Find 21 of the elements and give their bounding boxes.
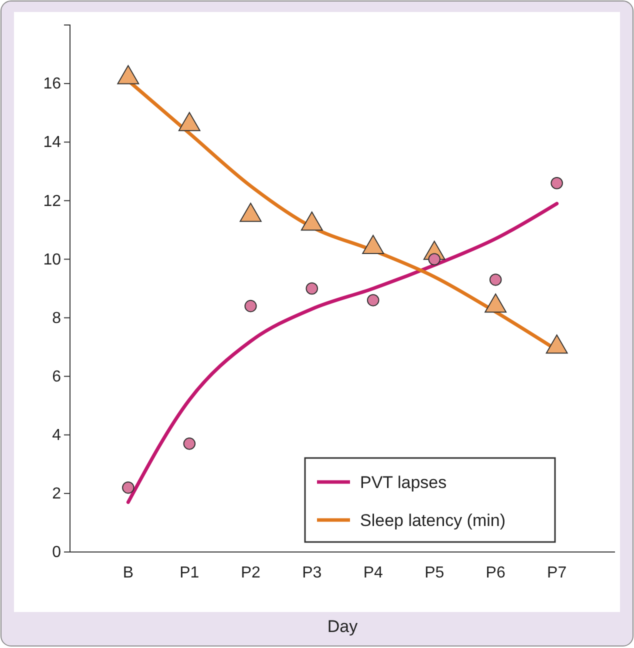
- x-tick-label: P5: [424, 564, 444, 582]
- x-tick-label: P1: [180, 564, 200, 582]
- x-tick-label: B: [122, 564, 134, 582]
- x-tick-label: P2: [240, 564, 261, 582]
- x-axis-title: Day: [327, 617, 358, 636]
- x-tick-label: P4: [363, 564, 383, 582]
- y-tick-label: 16: [43, 76, 62, 93]
- y-tick-label: 4: [52, 427, 62, 444]
- y-tick-label: 14: [43, 134, 62, 152]
- x-tick-label: P7: [547, 564, 567, 582]
- legend-label: PVT lapses: [360, 473, 447, 492]
- y-tick-label: 0: [52, 544, 62, 562]
- line-series: [126, 202, 559, 504]
- y-tick-label: 12: [43, 192, 62, 210]
- y-tick-label: 10: [43, 251, 62, 268]
- x-tick-label: P6: [486, 564, 506, 582]
- y-tick-label: 6: [52, 368, 62, 386]
- y-tick-label: 2: [52, 486, 62, 503]
- legend-label: Sleep latency (min): [360, 511, 506, 530]
- x-tick-label: P3: [302, 564, 322, 582]
- y-tick-label: 8: [52, 310, 62, 327]
